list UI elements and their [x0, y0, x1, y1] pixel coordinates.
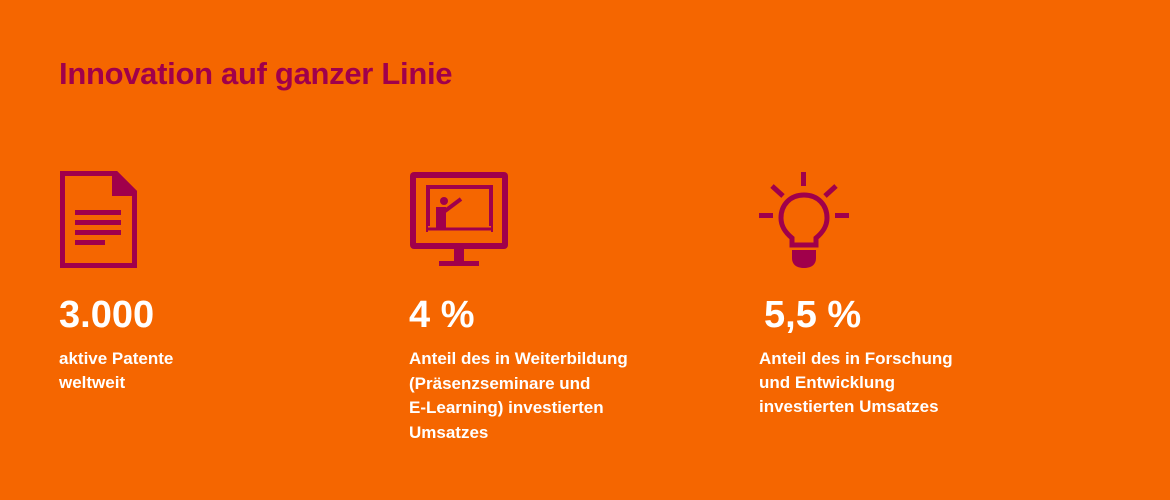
stat-description: aktive Patente weltweit [59, 349, 174, 392]
lightbulb-icon [759, 172, 849, 268]
stat-value: 5,5 % [764, 294, 862, 336]
stat-description: Anteil des in Weiterbildung (Präsenzsemi… [409, 349, 628, 442]
stat-value: 3.000 [59, 294, 155, 336]
presentation-monitor-icon [410, 172, 508, 266]
document-icon [60, 171, 137, 268]
stat-value: 4 % [409, 294, 475, 336]
stat-description: Anteil des in Forschung und Entwicklung … [759, 349, 953, 416]
page-title: Innovation auf ganzer Linie [59, 56, 453, 91]
